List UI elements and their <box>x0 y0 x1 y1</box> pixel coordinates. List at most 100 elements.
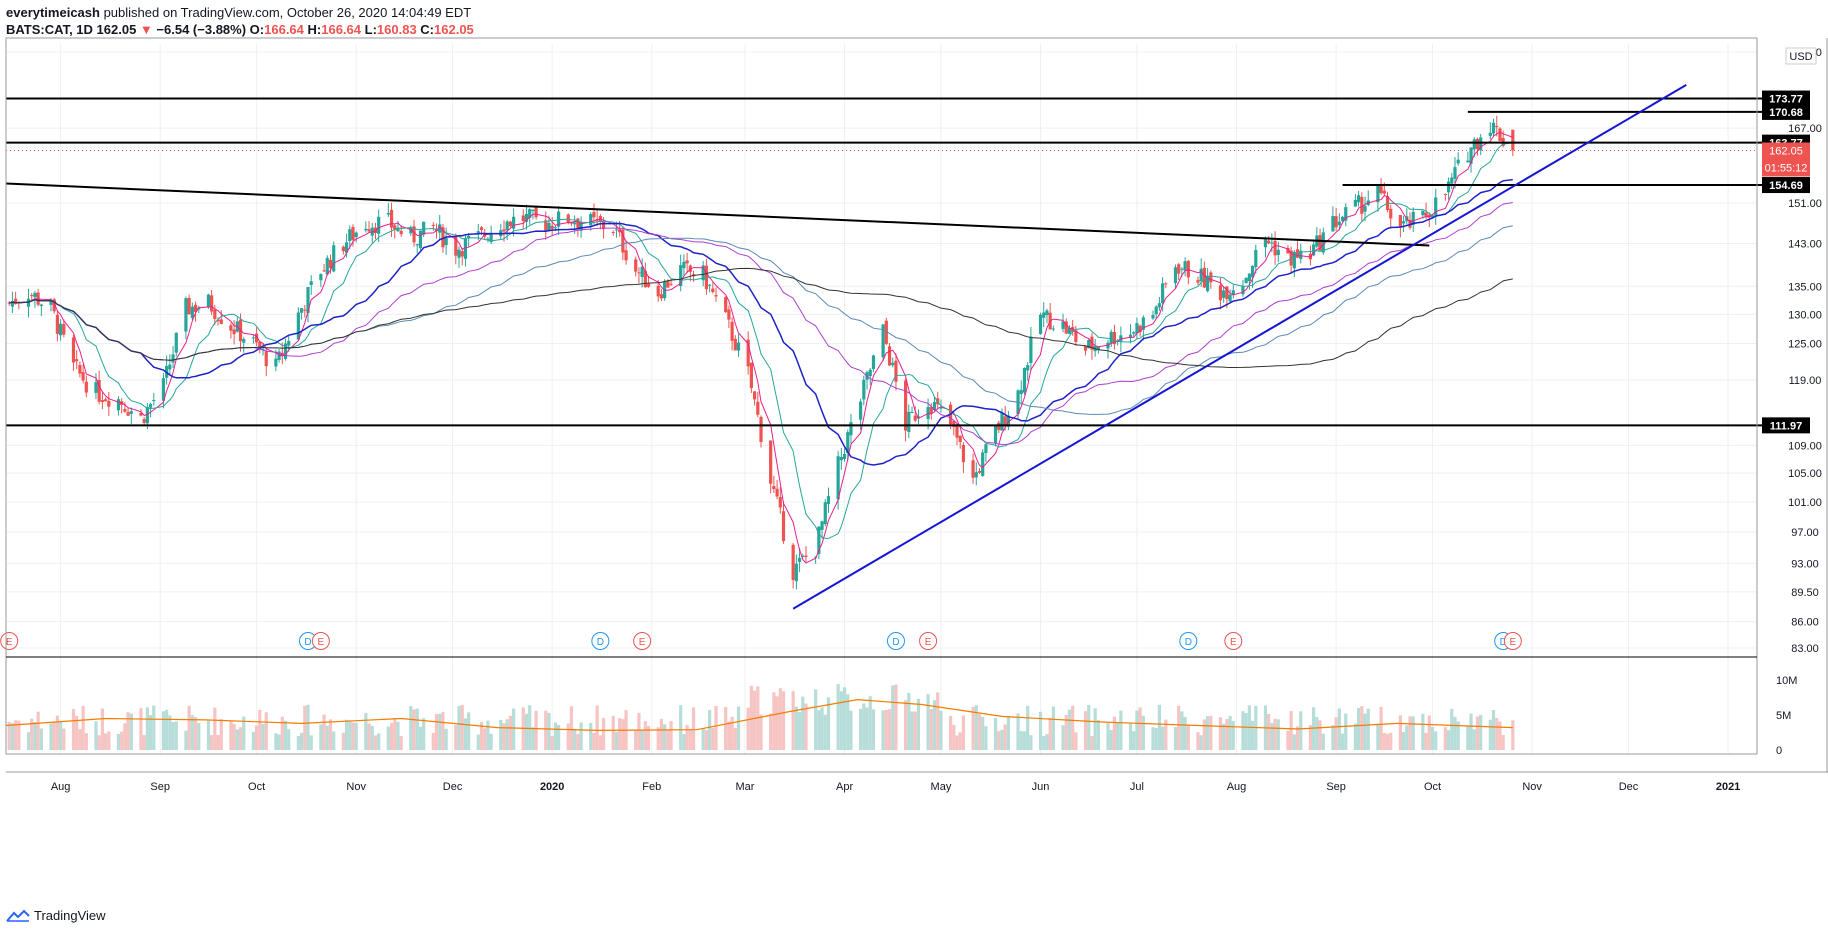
candle-body <box>107 400 111 407</box>
candle-body <box>1141 317 1145 330</box>
candle-body <box>184 298 188 332</box>
candle-body <box>993 426 998 444</box>
candle-body <box>30 295 34 297</box>
candle-body <box>1241 286 1245 295</box>
time-tick-label: Apr <box>836 781 853 793</box>
candle-body <box>1157 303 1162 308</box>
volume-bar <box>1495 717 1499 750</box>
candle-body <box>1495 125 1499 128</box>
candle-body <box>1003 416 1007 425</box>
volume-bar <box>1164 719 1168 750</box>
volume-bar <box>373 735 378 750</box>
volume-bar <box>328 719 333 750</box>
volume-bar <box>94 721 98 750</box>
volume-bar <box>187 705 191 750</box>
volume-bar <box>711 727 715 750</box>
candle-body <box>1321 232 1325 253</box>
candle-body <box>1430 216 1435 218</box>
candle-body <box>1244 277 1248 284</box>
volume-bar <box>592 732 596 750</box>
volume-bar <box>746 707 750 750</box>
volume-bar <box>1180 711 1184 750</box>
candle-body <box>1408 219 1412 228</box>
volume-bar <box>197 722 201 750</box>
volume-bar <box>1511 720 1515 750</box>
dividend-event-icon: D <box>1179 632 1198 650</box>
candle-body <box>589 214 593 226</box>
volume-bar <box>1308 725 1313 750</box>
volume-bar <box>370 725 374 750</box>
volume-bar <box>1202 719 1206 750</box>
volume-bar <box>412 709 416 750</box>
candle-body <box>508 221 513 227</box>
volume-bar <box>71 708 76 750</box>
volume-bar <box>573 729 577 750</box>
author-name[interactable]: everytimeicash <box>6 5 100 20</box>
candle-body <box>161 378 166 401</box>
volume-bar <box>489 733 493 750</box>
volume-bar <box>1250 720 1255 750</box>
candle-body <box>778 497 782 508</box>
candle-body <box>772 486 776 490</box>
candle-body <box>926 406 930 420</box>
candle-body <box>952 420 956 427</box>
volume-bar <box>1292 734 1296 750</box>
volume-bar <box>685 724 689 750</box>
price-axis[interactable]: 185.00167.00151.00143.00135.00130.00125.… <box>1762 47 1822 757</box>
volume-bar <box>322 714 326 750</box>
candle-body <box>1472 139 1476 150</box>
volume-bar <box>1132 731 1136 750</box>
volume-bar <box>377 733 381 750</box>
volume-bar <box>1276 719 1280 750</box>
volume-bar <box>936 692 940 750</box>
price-tick-label: 109.00 <box>1788 440 1822 452</box>
time-tick-label: Aug <box>1227 781 1247 793</box>
candle-body <box>296 312 300 340</box>
volume-bar <box>547 712 551 750</box>
candle-body <box>325 257 329 275</box>
volume-bar <box>1161 726 1165 750</box>
candle-body <box>489 232 493 243</box>
candle-body <box>801 555 805 557</box>
symbol-label: BATS:CAT, 1D <box>6 22 93 37</box>
tradingview-logo-icon[interactable] <box>6 909 30 923</box>
candle-body <box>749 362 753 388</box>
candle-body <box>1038 314 1043 334</box>
candle-body <box>1000 412 1004 431</box>
volume-bar <box>1315 716 1319 750</box>
volume-bar <box>26 732 31 750</box>
volume-bar <box>971 706 975 750</box>
moving-averages <box>8 131 1513 564</box>
volume-bar <box>598 735 602 750</box>
candle-body <box>746 339 750 367</box>
volume-bar <box>399 735 403 750</box>
volume-bar <box>97 735 101 750</box>
publish-line: everytimeicash published on TradingView.… <box>6 4 474 21</box>
candle-body <box>457 249 461 258</box>
volume-bar <box>264 712 268 750</box>
candle-body <box>685 260 689 264</box>
volume-bar <box>839 691 843 750</box>
candle-body <box>84 381 88 393</box>
volume-bar <box>1209 715 1213 750</box>
candle-body <box>287 340 291 346</box>
candle-body <box>1061 321 1065 329</box>
candle-body <box>213 309 217 319</box>
candle-body <box>251 337 255 339</box>
volume-bar <box>576 733 580 750</box>
volume-bar <box>393 717 397 750</box>
candle-body <box>1340 216 1345 221</box>
volume-bar <box>865 707 869 750</box>
volume-bar <box>1064 714 1068 750</box>
volume-bar <box>669 721 673 750</box>
candle-body <box>190 306 194 319</box>
time-axis[interactable]: Aug Sep Oct Nov Dec 2020 Feb Mar Apr May Jun Jul Aug… <box>51 781 1740 793</box>
volume-bar <box>1048 717 1052 750</box>
time-tick-label: Jul <box>1130 781 1144 793</box>
volume-bar <box>797 712 802 750</box>
candle-body <box>666 280 670 288</box>
volume-bar <box>454 725 458 750</box>
brand-label[interactable]: TradingView <box>34 908 106 923</box>
volume-bar <box>1218 717 1223 750</box>
